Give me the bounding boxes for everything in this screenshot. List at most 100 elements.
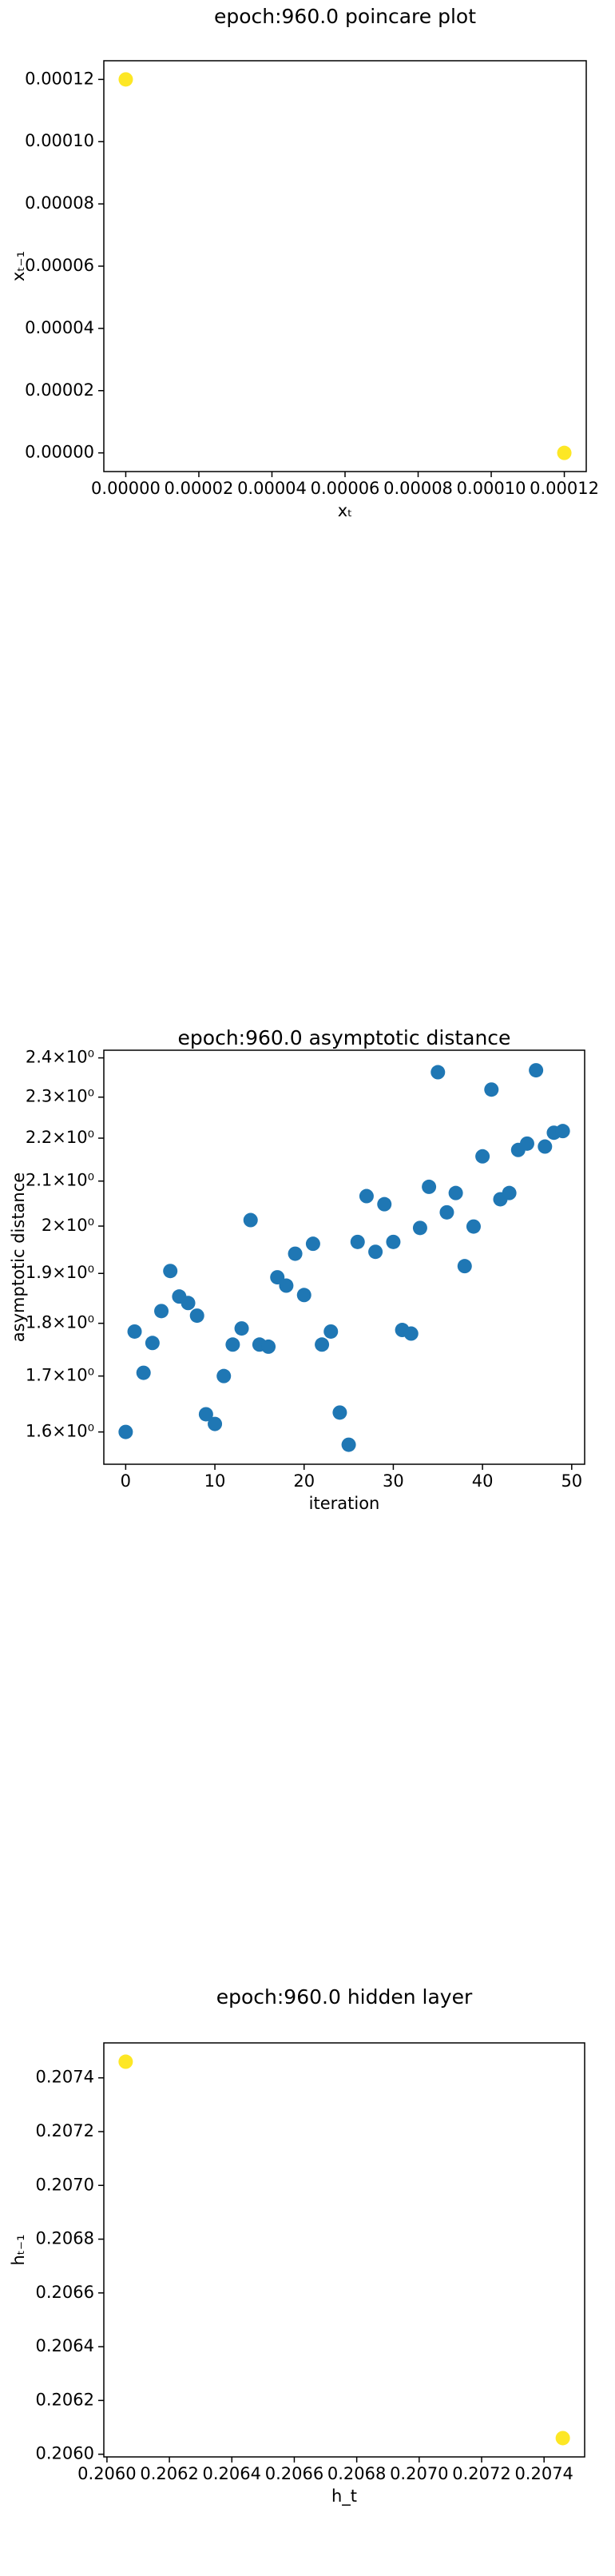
x-tick-label: 0.2070 xyxy=(390,2464,448,2483)
point xyxy=(279,1278,294,1293)
point xyxy=(225,1337,240,1352)
x-tick-label: 0 xyxy=(121,1471,131,1491)
point xyxy=(118,2054,133,2069)
point xyxy=(430,1065,446,1080)
point xyxy=(118,72,133,87)
point xyxy=(403,1326,419,1341)
point xyxy=(163,1264,178,1279)
plot-frame xyxy=(103,1049,585,1465)
x-tick-label: 0.00002 xyxy=(165,479,234,498)
y-tick-label: 0.2064 xyxy=(36,2336,94,2355)
y-tick-label: 1.8×10⁰ xyxy=(26,1313,94,1332)
point xyxy=(127,1324,142,1339)
y-tick-label: 0.00004 xyxy=(25,318,94,337)
x-tick-label: 40 xyxy=(472,1471,494,1491)
point xyxy=(315,1337,330,1352)
y-tick-label: 0.00000 xyxy=(25,443,94,462)
x-tick-label: 50 xyxy=(561,1471,582,1491)
plot-frame xyxy=(103,60,587,472)
point xyxy=(154,1304,169,1319)
y-tick-label: 0.00012 xyxy=(25,69,94,88)
x-tick-label: 0.00000 xyxy=(91,479,161,498)
chart-title: epoch:960.0 poincare plot xyxy=(214,5,476,28)
x-axis-label: xₜ xyxy=(338,501,353,520)
point xyxy=(377,1196,392,1212)
point xyxy=(234,1321,249,1336)
x-tick-label: 0.2068 xyxy=(327,2464,386,2483)
y-tick-label: 2.3×10⁰ xyxy=(26,1087,94,1106)
y-tick-label: 2.2×10⁰ xyxy=(26,1128,94,1147)
point xyxy=(288,1246,303,1261)
x-tick-label: 0.00010 xyxy=(457,479,526,498)
y-tick-label: 0.2060 xyxy=(36,2444,94,2463)
x-tick-label: 30 xyxy=(383,1471,404,1491)
y-tick-label: 1.6×10⁰ xyxy=(26,1422,94,1441)
point xyxy=(216,1368,232,1384)
y-tick-label: 1.7×10⁰ xyxy=(26,1366,94,1385)
x-tick-label: 0.2064 xyxy=(203,2464,261,2483)
y-tick-label: 2.4×10⁰ xyxy=(26,1048,94,1067)
point xyxy=(422,1179,437,1194)
x-tick-label: 10 xyxy=(204,1471,226,1491)
y-tick-label: 0.2068 xyxy=(36,2229,94,2248)
x-tick-label: 0.2066 xyxy=(265,2464,323,2483)
y-tick-label: 0.00010 xyxy=(25,131,94,150)
point xyxy=(519,1136,534,1151)
point xyxy=(341,1437,356,1452)
y-tick-label: 0.2074 xyxy=(36,2068,94,2087)
point xyxy=(529,1063,544,1078)
x-tick-label: 0.2072 xyxy=(452,2464,510,2483)
point xyxy=(448,1185,463,1200)
y-tick-label: 2×10⁰ xyxy=(42,1216,94,1235)
point xyxy=(261,1339,276,1354)
point xyxy=(439,1204,454,1220)
point xyxy=(350,1234,365,1249)
point xyxy=(189,1308,204,1324)
point xyxy=(136,1365,151,1380)
x-tick-label: 0.00008 xyxy=(383,479,453,498)
x-tick-label: 0.2074 xyxy=(514,2464,573,2483)
x-tick-label: 0.00012 xyxy=(530,479,599,498)
y-tick-label: 1.9×10⁰ xyxy=(26,1263,94,1282)
chart-title: epoch:960.0 asymptotic distance xyxy=(178,1026,511,1049)
point xyxy=(538,1139,553,1154)
point xyxy=(386,1234,401,1249)
y-tick-label: 0.00008 xyxy=(25,193,94,213)
point xyxy=(243,1212,258,1228)
x-tick-label: 0.00004 xyxy=(237,479,307,498)
point xyxy=(359,1188,374,1204)
point xyxy=(484,1082,499,1097)
chart-title: epoch:960.0 hidden layer xyxy=(216,1985,473,2009)
point xyxy=(198,1407,213,1422)
y-axis-label: hₜ₋₁ xyxy=(9,2234,28,2265)
point xyxy=(466,1219,481,1234)
point xyxy=(305,1236,320,1252)
point xyxy=(368,1244,383,1260)
point xyxy=(502,1185,517,1200)
y-tick-label: 0.2062 xyxy=(36,2390,94,2409)
y-tick-label: 0.00006 xyxy=(25,256,94,275)
x-tick-label: 0.00006 xyxy=(311,479,380,498)
y-axis-label: asymptotic distance xyxy=(9,1173,28,1342)
point xyxy=(475,1149,490,1164)
point xyxy=(118,1424,133,1439)
y-tick-label: 2.1×10⁰ xyxy=(26,1171,94,1190)
point xyxy=(457,1259,472,1274)
point xyxy=(555,2431,570,2446)
x-axis-label: iteration xyxy=(309,1494,380,1513)
x-tick-label: 20 xyxy=(293,1471,315,1491)
y-tick-label: 0.2072 xyxy=(36,2121,94,2140)
x-tick-label: 0.2060 xyxy=(77,2464,136,2483)
y-tick-label: 0.2066 xyxy=(36,2283,94,2302)
y-tick-label: 0.2070 xyxy=(36,2175,94,2194)
x-axis-label: h_t xyxy=(331,2486,357,2506)
point xyxy=(557,445,572,460)
point xyxy=(181,1296,196,1311)
point xyxy=(208,1416,223,1431)
plot-frame xyxy=(103,2042,585,2458)
point xyxy=(323,1324,339,1339)
x-tick-label: 0.2062 xyxy=(140,2464,198,2483)
point xyxy=(332,1405,347,1420)
point xyxy=(555,1124,570,1139)
